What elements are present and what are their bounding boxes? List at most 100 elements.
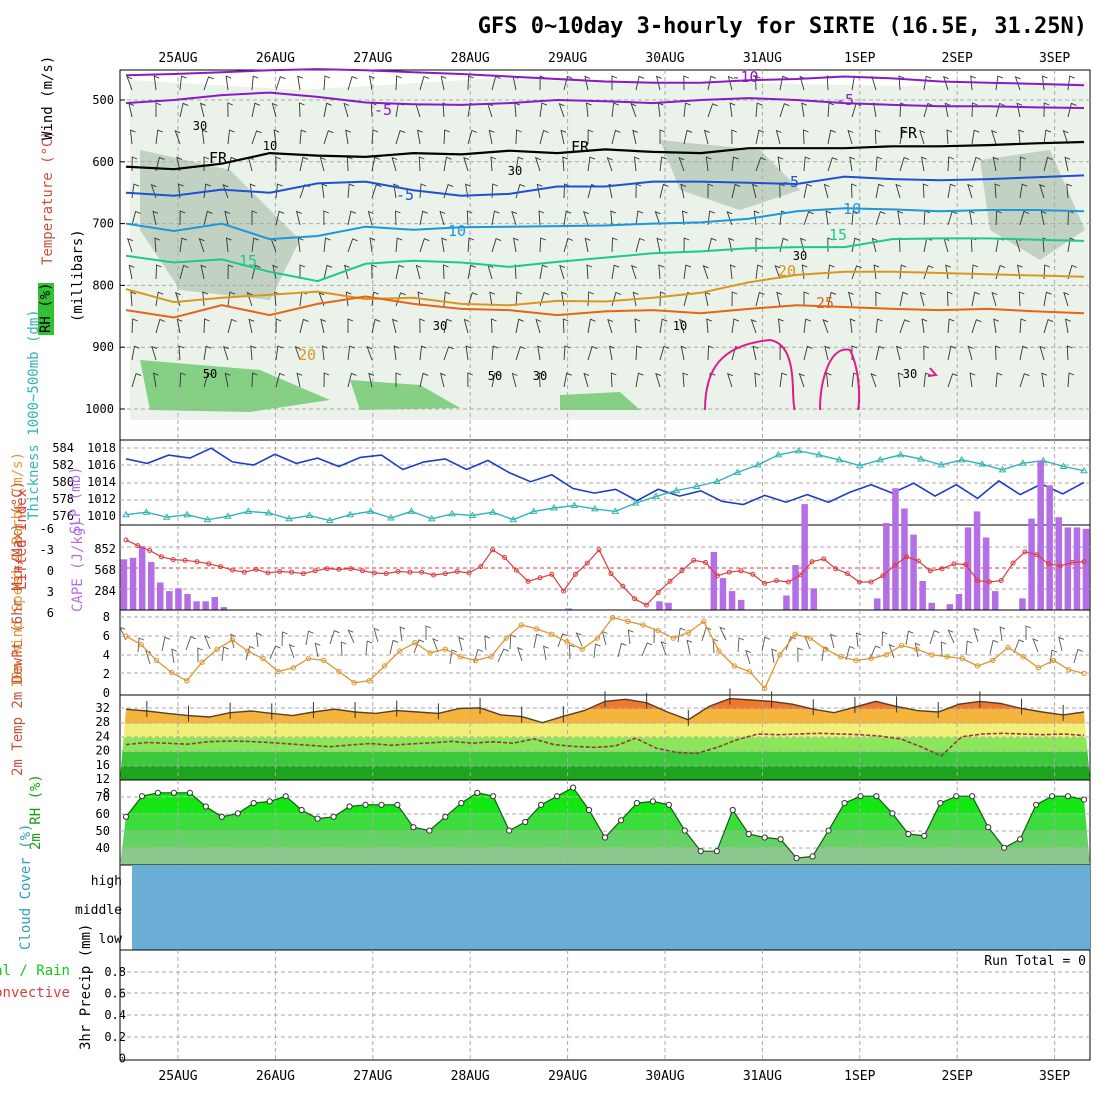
wind-barb: [179, 102, 189, 118]
lifted-index-marker: [667, 578, 673, 584]
wind-speed-marker: [838, 654, 844, 660]
thickness-marker: [590, 504, 599, 512]
precip-axis-label: 3hr Precip (mm): [78, 924, 94, 1050]
wind-barb: [432, 638, 439, 653]
wind-barb: [752, 345, 759, 361]
wind-barb: [755, 75, 761, 91]
wind-speed-marker: [153, 657, 160, 664]
cape-bar: [928, 602, 935, 611]
wind-barb: [539, 372, 545, 388]
slp-tick-label: 1010: [87, 509, 116, 523]
cape-bar: [120, 559, 128, 611]
wind-barb: [971, 291, 980, 307]
lifted-index-marker: [821, 556, 827, 562]
wind-barb: [874, 129, 881, 145]
thickness-marker: [794, 446, 803, 454]
wind-barb: [719, 626, 727, 641]
wind-barb: [947, 156, 954, 172]
cape-tick-label: 284: [94, 584, 116, 598]
pressure-axis-label: (millibars): [70, 229, 86, 322]
wind-barb: [391, 318, 398, 334]
wind-barb: [511, 372, 518, 388]
lifted-index-marker: [797, 572, 803, 578]
wind-barb: [371, 318, 381, 334]
wind-barb: [347, 345, 355, 361]
wind-barb: [923, 372, 931, 388]
wind-barb: [895, 345, 902, 361]
rh-marker: [617, 817, 625, 824]
wind-barb: [829, 633, 836, 649]
cape-bar: [919, 581, 926, 610]
rh-legend-swatch: [38, 283, 54, 335]
wind-barb: [1016, 102, 1023, 118]
wind-barb: [870, 373, 877, 388]
wind-barb: [463, 156, 470, 172]
wind-barb: [803, 183, 813, 199]
wind-barb: [347, 629, 355, 644]
wind-barb: [803, 211, 814, 226]
wind-barb: [345, 129, 351, 145]
thickness-marker: [917, 455, 925, 462]
contour-label: 10: [448, 222, 466, 240]
wind-frame: [119, 609, 1091, 696]
wind-barb: [323, 75, 331, 91]
date-label-top: 2SEP: [942, 51, 973, 66]
wind-barb: [314, 642, 321, 658]
cape-bar: [148, 562, 155, 610]
wind-barb: [515, 129, 522, 145]
wind-barb: [702, 265, 709, 280]
wind-barb: [197, 647, 203, 663]
wind-barb: [368, 372, 375, 388]
cape-bar: [656, 601, 663, 610]
lifted-index-marker: [241, 569, 247, 575]
lifted-index-marker: [454, 569, 460, 574]
wind-speed-marker: [1035, 665, 1042, 671]
date-label-bottom: 25AUG: [158, 1069, 197, 1084]
thickness-slp-panel: 584 582 580 578 576 1018 1016 1014 1012 1010: [52, 439, 1091, 526]
wind-barb: [371, 291, 379, 307]
wind-barb: [225, 75, 232, 91]
wind-barb: [419, 75, 430, 91]
wind-barb: [177, 183, 184, 199]
wind-barb: [1018, 291, 1025, 307]
rh-marker: [937, 800, 944, 807]
rh-marker: [154, 789, 161, 796]
wind-barb: [754, 372, 760, 388]
wind-barb: [707, 345, 714, 361]
contour-label: FR: [899, 124, 918, 142]
wind-barb: [753, 210, 760, 226]
slp-tick-label: 1012: [87, 492, 116, 506]
wind-barb: [683, 102, 691, 118]
wind-barb: [563, 183, 570, 199]
lifted-index-marker: [596, 547, 602, 553]
lifted-index-marker: [738, 568, 744, 574]
rh-marker: [697, 848, 704, 855]
wind-barb: [923, 345, 929, 361]
cape-bar: [892, 488, 899, 610]
wind-barb: [593, 643, 601, 659]
wind-barb: [534, 156, 541, 172]
wind-barb: [705, 156, 712, 172]
wind-barb: [176, 318, 183, 334]
rh-axis-label: RH (%): [38, 282, 54, 333]
wind-barb: [347, 210, 357, 226]
wind-barb: [227, 318, 237, 334]
rh-marker: [889, 810, 896, 817]
cape-bar: [1037, 460, 1044, 610]
rh-marker: [250, 800, 257, 807]
wind-barb: [515, 346, 526, 361]
lifted-index-marker: [608, 571, 614, 577]
rh-label: 30: [793, 249, 807, 263]
wind-barb: [539, 264, 548, 280]
wind-barb: [610, 210, 616, 226]
wind-barb: [369, 237, 376, 253]
wind-barb: [1043, 156, 1053, 172]
wind-barb: [1065, 318, 1071, 334]
wind-barb: [347, 76, 358, 91]
wind-barb: [771, 648, 777, 664]
wind-barb: [203, 76, 214, 91]
wind-barb: [875, 291, 881, 307]
wind-barb: [275, 156, 281, 172]
lifted-index-marker: [383, 571, 389, 577]
